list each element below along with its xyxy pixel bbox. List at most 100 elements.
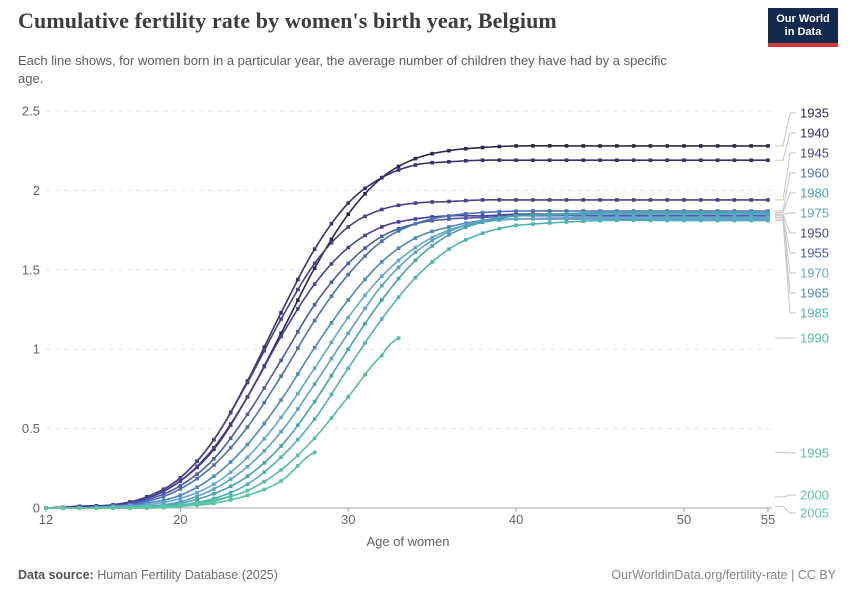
series-label-1970[interactable]: 1970 <box>800 266 829 281</box>
series-dot <box>312 399 317 404</box>
series-dot <box>682 158 686 163</box>
chart-title: Cumulative fertility rate by women's bir… <box>18 8 557 33</box>
series-label-2005[interactable]: 2005 <box>800 506 829 521</box>
series-dot <box>329 321 334 325</box>
series-dot <box>346 347 351 351</box>
series-label-1975[interactable]: 1975 <box>800 206 829 221</box>
series-dot <box>430 260 434 264</box>
series-label-1950[interactable]: 1950 <box>800 226 829 241</box>
series-dot <box>279 415 283 420</box>
series-1970[interactable] <box>44 215 770 510</box>
license-link[interactable]: OurWorldinData.org/fertility-rate | CC B… <box>611 568 836 582</box>
series-dot <box>279 374 283 378</box>
series-dot <box>312 302 317 307</box>
series-dot <box>228 498 233 502</box>
series-dot <box>480 158 485 163</box>
series-dot <box>531 198 535 202</box>
series-dot <box>312 266 317 271</box>
series-dot <box>228 490 233 495</box>
series-1950[interactable] <box>44 212 770 510</box>
series-label-1940[interactable]: 1940 <box>800 126 829 141</box>
series-dot <box>212 445 216 450</box>
series-label-1980[interactable]: 1980 <box>800 186 829 201</box>
series-dot <box>245 464 250 469</box>
series-label-1955[interactable]: 1955 <box>800 246 829 261</box>
series-dot <box>144 504 149 509</box>
series-dot <box>514 158 518 163</box>
series-dot <box>749 210 753 215</box>
series-dot <box>699 198 703 202</box>
series-1955[interactable] <box>44 213 770 510</box>
series-dot <box>766 158 770 163</box>
series-dot <box>749 144 753 148</box>
series-dot <box>430 200 434 204</box>
series-1935[interactable] <box>44 144 770 510</box>
owid-logo[interactable]: Our World in Data <box>768 8 838 47</box>
series-dot <box>329 392 334 397</box>
series-dot <box>329 416 334 420</box>
series-label-1985[interactable]: 1985 <box>800 306 829 321</box>
series-dot <box>547 198 552 202</box>
series-dot <box>312 450 317 455</box>
series-label-1995[interactable]: 1995 <box>800 446 829 461</box>
series-dot <box>296 423 300 428</box>
series-1980[interactable] <box>44 210 770 510</box>
series-dot <box>363 214 367 219</box>
series-dot <box>447 225 451 229</box>
series-dot <box>329 356 334 361</box>
series-label-1960[interactable]: 1960 <box>800 166 829 181</box>
series-dot <box>279 310 283 315</box>
x-tick-label: 30 <box>341 512 355 527</box>
series-1945[interactable] <box>44 198 770 510</box>
series-dot <box>312 366 317 371</box>
series-dot <box>228 422 233 426</box>
series-dot <box>447 148 451 153</box>
series-dot <box>514 209 518 213</box>
series-dot <box>44 506 48 510</box>
series-1985[interactable] <box>44 218 770 510</box>
series-dot <box>430 215 434 219</box>
series-dot <box>447 229 451 234</box>
series-2005[interactable] <box>44 504 149 510</box>
series-dot <box>531 158 535 163</box>
series-dot <box>363 341 367 345</box>
series-dot <box>497 226 502 231</box>
series-label-1935[interactable]: 1935 <box>800 106 829 121</box>
series-dot <box>615 198 619 202</box>
series-dot <box>296 372 300 376</box>
series-dot <box>699 215 703 220</box>
series-dot <box>463 146 468 151</box>
series-dot <box>60 506 65 510</box>
series-dot <box>531 216 535 221</box>
series-label-1965[interactable]: 1965 <box>800 286 829 301</box>
series-dot <box>178 504 183 509</box>
series-dot <box>396 295 401 299</box>
series-dot <box>312 261 317 266</box>
series-dot <box>245 395 250 399</box>
series-dot <box>463 238 468 242</box>
series-dot <box>77 506 82 510</box>
series-dot <box>262 364 267 369</box>
series-dot <box>615 215 619 220</box>
series-label-1990[interactable]: 1990 <box>800 331 829 346</box>
series-dot <box>665 158 670 163</box>
series-dot <box>497 198 502 202</box>
series-1975[interactable] <box>44 212 770 510</box>
series-dot <box>363 246 367 250</box>
series-dot <box>212 487 216 491</box>
series-dot <box>531 213 535 217</box>
series-dot <box>329 340 334 345</box>
series-1965[interactable] <box>44 217 770 510</box>
series-dot <box>363 233 367 238</box>
series-dot <box>346 261 351 266</box>
leader-line-1970 <box>775 216 796 274</box>
series-label-1945[interactable]: 1945 <box>800 146 829 161</box>
series-dot <box>228 470 233 475</box>
series-dot <box>598 144 602 148</box>
series-dot <box>497 144 502 149</box>
series-dot <box>732 198 737 202</box>
series-dot <box>346 395 351 399</box>
series-dot <box>514 223 518 228</box>
series-label-2000[interactable]: 2000 <box>800 488 829 503</box>
